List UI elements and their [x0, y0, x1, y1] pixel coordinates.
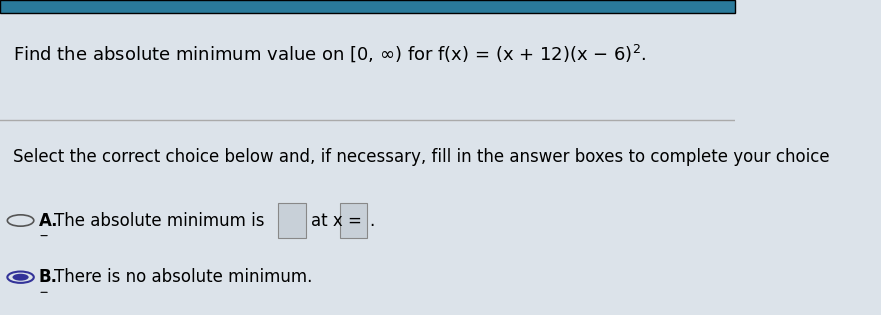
Text: .: .: [369, 211, 374, 230]
FancyBboxPatch shape: [0, 0, 735, 13]
Text: B.: B.: [39, 268, 58, 286]
Text: at x =: at x =: [311, 211, 362, 230]
Text: Find the absolute minimum value on [0, $\infty$) for f(x) = (x + 12)(x $-$ 6)$^2: Find the absolute minimum value on [0, $…: [13, 43, 647, 64]
FancyBboxPatch shape: [278, 203, 306, 238]
Text: A.: A.: [39, 211, 58, 230]
Text: The absolute minimum is: The absolute minimum is: [54, 211, 264, 230]
Circle shape: [7, 215, 33, 226]
Circle shape: [7, 272, 33, 283]
Circle shape: [12, 274, 29, 281]
Text: There is no absolute minimum.: There is no absolute minimum.: [54, 268, 312, 286]
Text: Select the correct choice below and, if necessary, fill in the answer boxes to c: Select the correct choice below and, if …: [13, 148, 830, 167]
FancyBboxPatch shape: [339, 203, 367, 238]
